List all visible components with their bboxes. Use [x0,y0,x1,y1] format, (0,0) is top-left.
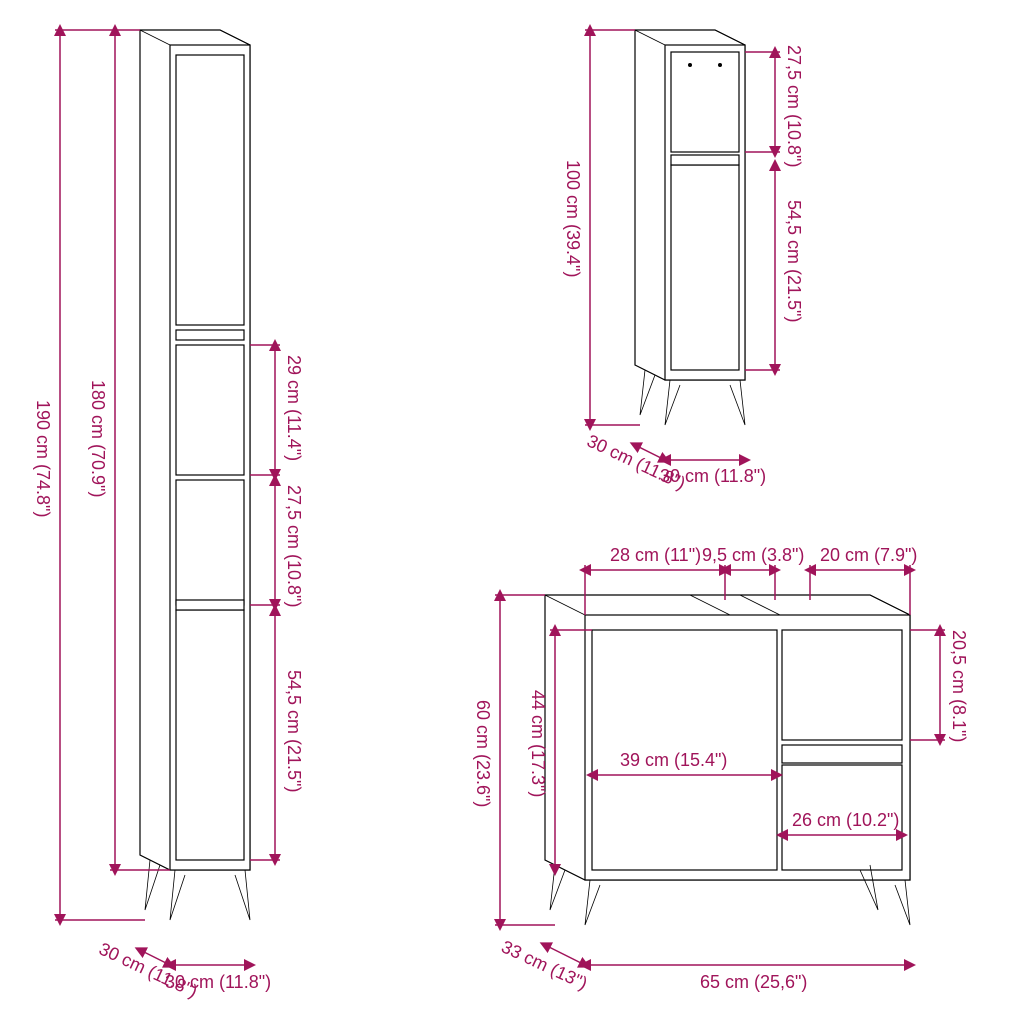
dim-tall-door-bottom: 54,5 cm (21.5") [283,670,304,792]
dim-wide-right1: 20,5 cm (8.1") [948,630,969,742]
dim-tall-shelf2: 27,5 cm (10.8") [283,485,304,607]
dim-wide-drawer: 26 cm (10.2") [792,810,899,831]
dim-tall-body-height: 180 cm (70.9") [87,380,108,497]
dim-wide-width: 65 cm (25,6") [700,972,807,993]
dim-med-height: 100 cm (39.4") [562,160,583,277]
dim-tall-total-height: 190 cm (74.8") [32,400,53,517]
dim-tall-width: 30 cm (11.8") [165,972,271,993]
dim-med-door: 54,5 cm (21.5") [783,200,804,322]
medium-cabinet-drawing [635,30,745,425]
dim-med-shelf: 27,5 cm (10.8") [783,45,804,167]
dim-tall-shelf1: 29 cm (11.4") [283,355,304,461]
tall-cabinet-drawing [140,30,250,920]
dim-wide-door-height: 44 cm (17.3") [527,690,548,797]
dim-wide-door-width: 39 cm (15.4") [620,750,727,771]
dim-wide-total-height: 60 cm (23.6") [472,700,493,807]
dim-wide-top2: 9,5 cm (3.8") [702,545,804,566]
dim-wide-top3: 20 cm (7.9") [820,545,917,566]
dim-wide-top1: 28 cm (11") [610,545,701,566]
wide-cabinet-drawing [545,595,910,925]
dim-med-width: 30 cm (11.8") [660,466,766,487]
